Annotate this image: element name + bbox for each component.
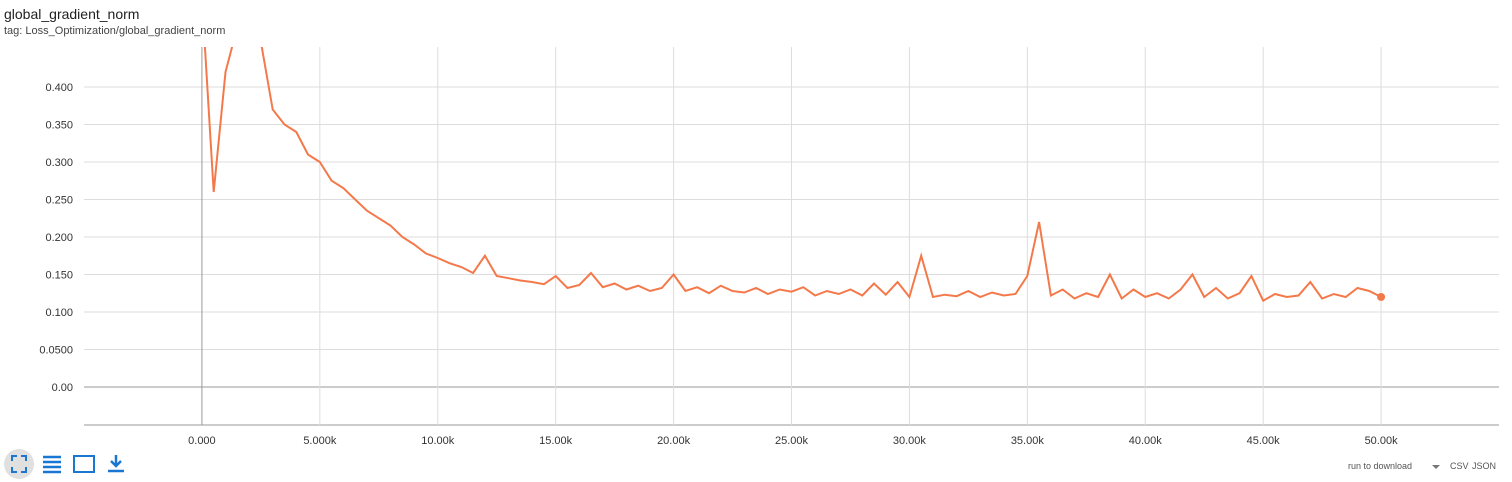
y-tick-label: 0.400 (45, 82, 73, 94)
run-select[interactable]: run to download (1348, 461, 1413, 471)
y-tick-label: 0.0500 (39, 344, 73, 356)
fit-button-bg[interactable] (4, 449, 34, 479)
y-tick-label: 0.300 (45, 157, 73, 169)
x-tick-label: 50.00k (1365, 435, 1399, 447)
expand-icon[interactable] (73, 455, 95, 473)
x-tick-label: 30.00k (893, 435, 927, 447)
x-tick-label: 20.00k (657, 435, 691, 447)
json-link[interactable]: JSON (1472, 461, 1497, 471)
x-tick-label: 40.00k (1129, 435, 1163, 447)
x-tick-label: 45.00k (1247, 435, 1281, 447)
y-tick-label: 0.00 (52, 382, 73, 394)
x-tick-label: 35.00k (1011, 435, 1045, 447)
last-point (1377, 292, 1386, 301)
toolbar (4, 449, 1440, 479)
x-tick-label: 15.00k (539, 435, 573, 447)
y-tick-label: 0.100 (45, 307, 73, 319)
y-tick-label: 0.250 (45, 194, 73, 206)
csv-link[interactable]: CSV (1450, 461, 1469, 471)
line (203, 47, 1382, 303)
x-tick-label: 5.000k (303, 435, 337, 447)
chart-title: global_gradient_norm (4, 6, 140, 22)
x-tick-label: 10.00k (421, 435, 455, 447)
y-tick-label: 0.150 (45, 269, 73, 281)
y-tick-label: 0.350 (45, 119, 73, 131)
x-tick-label: 0.000 (188, 435, 216, 447)
download-icon[interactable] (108, 455, 124, 473)
chart-subtitle: tag: Loss_Optimization/global_gradient_n… (4, 25, 226, 37)
plot-area (203, 47, 1386, 303)
log-icon[interactable] (43, 455, 61, 474)
dropdown-arrow[interactable] (1432, 465, 1440, 469)
y-tick-label: 0.200 (45, 232, 73, 244)
fit-icon[interactable] (11, 455, 27, 473)
x-tick-label: 25.00k (775, 435, 809, 447)
